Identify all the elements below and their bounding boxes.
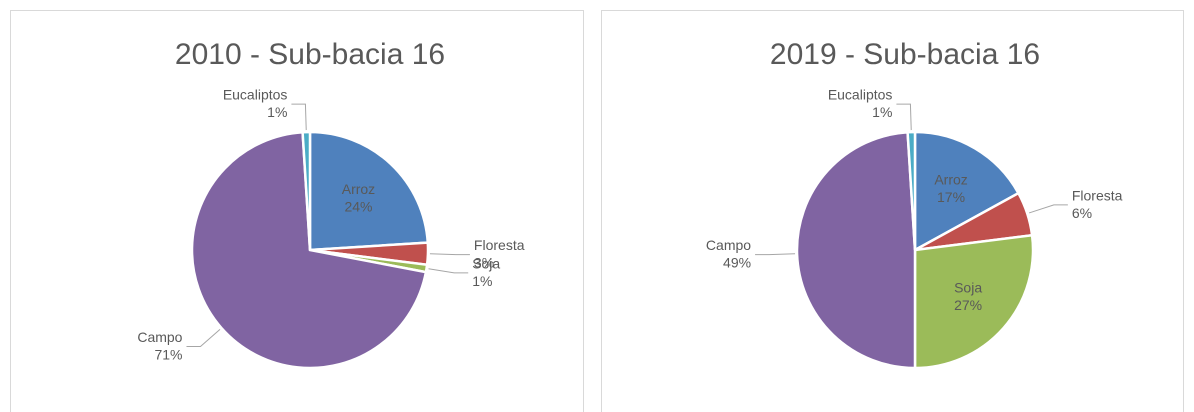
value-label: 49% [723,254,751,270]
category-label: Floresta [474,237,525,253]
value-label: 17% [937,189,965,205]
data-label: Soja 27% [954,279,982,313]
data-label: Arroz 17% [934,171,967,205]
value-label: 6% [1072,205,1092,221]
chart-title: 2010 - Sub-bacia 16 [175,38,445,71]
leader-line [429,253,470,256]
value-label: 71% [154,346,182,362]
category-label: Arroz [934,171,967,187]
leader-line [896,103,912,131]
category-label: Soja [472,255,500,271]
value-label: 1% [267,104,287,120]
data-label: Campo 49% [706,237,751,271]
category-label: Campo [706,237,751,253]
value-label: 27% [954,297,982,313]
pie-slice [301,130,312,251]
value-label: 1% [872,104,892,120]
data-label: Soja 1% [472,255,500,289]
leader-line [755,253,796,256]
category-label: Eucaliptos [223,86,288,102]
pie-slice [913,130,1021,253]
chart-title: 2019 - Sub-bacia 16 [770,38,1040,71]
data-label: Arroz 24% [342,181,375,215]
value-label: 1% [472,273,492,289]
data-label: Campo 71% [137,329,182,363]
category-label: Campo [137,329,182,345]
leader-line [1028,204,1068,214]
value-label: 3% [474,254,494,270]
category-label: Arroz [342,181,375,197]
data-label: Eucaliptos 1% [828,86,893,120]
category-label: Eucaliptos [828,86,893,102]
value-label: 24% [344,198,372,214]
data-label: Floresta 6% [1072,187,1123,221]
category-label: Floresta [1072,187,1123,203]
pie-slice [308,130,430,252]
leader-line [186,328,221,348]
pie-slice [795,130,917,370]
pie-slice [913,233,1035,370]
pie-slice [906,130,917,251]
leader-line [428,268,469,274]
category-label: Soja [954,279,982,295]
data-label: Eucaliptos 1% [223,86,288,120]
data-label: Floresta 3% [474,237,525,271]
leader-line [291,103,307,131]
pie-slice [190,130,428,370]
